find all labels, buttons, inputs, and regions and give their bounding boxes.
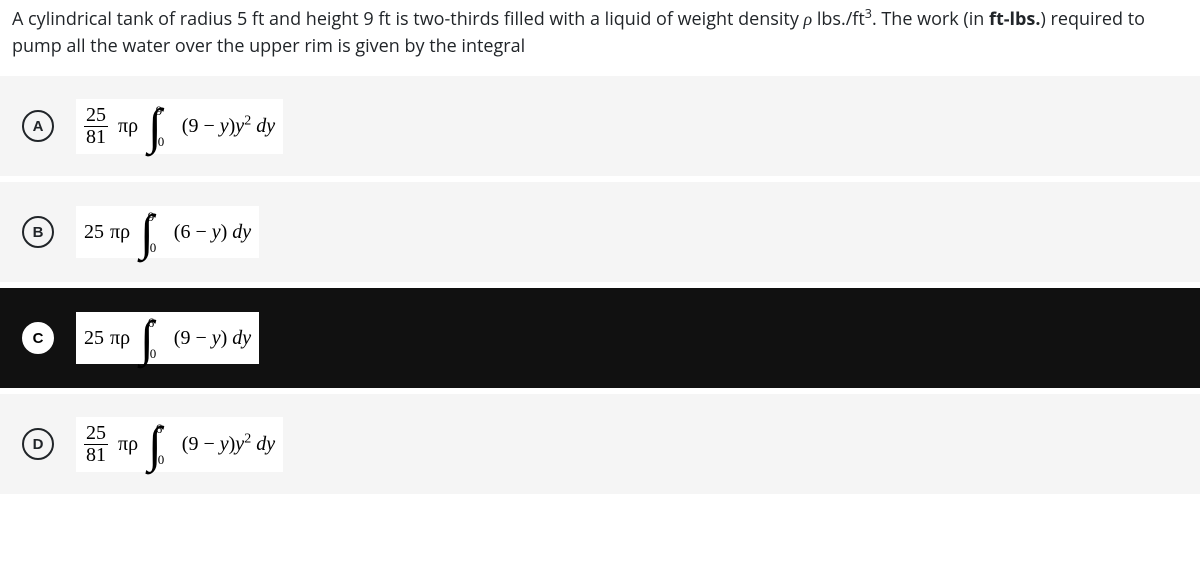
option-a-badge: A (22, 110, 54, 142)
lower-bound: 0 (158, 135, 165, 148)
option-a-formula: 25 81 πρ ∫ 9 0 (9 − y)y2 dy (76, 99, 283, 154)
upper-bound: 6 (148, 316, 155, 329)
option-c-badge: C (22, 322, 54, 354)
rho-symbol: ρ (804, 9, 813, 29)
coef: 25 (84, 222, 104, 242)
lower-bound: 0 (150, 347, 157, 360)
frac-num: 25 (84, 423, 108, 445)
cube-exp: 3 (865, 5, 872, 22)
upper-bound: 9 (148, 210, 155, 223)
option-c-formula: 25πρ ∫ 6 0 (9 − y) dy (76, 312, 259, 364)
options-list: A 25 81 πρ ∫ 9 0 (9 − y)y2 dy B 25πρ ∫ 9 (0, 76, 1200, 494)
pi-rho: πρ (110, 222, 130, 242)
upper-bound: 6 (156, 422, 163, 435)
frac-den: 81 (84, 445, 108, 466)
prompt-text-2: lbs./ft (812, 7, 865, 31)
option-d[interactable]: D 25 81 πρ ∫ 6 0 (9 − y)y2 dy (0, 394, 1200, 494)
option-b[interactable]: B 25πρ ∫ 9 0 (6 − y) dy (0, 182, 1200, 282)
option-c[interactable]: C 25πρ ∫ 6 0 (9 − y) dy (0, 288, 1200, 388)
prompt-text-1: A cylindrical tank of radius 5 ft and he… (12, 7, 804, 31)
pi-rho: πρ (110, 328, 130, 348)
upper-bound: 9 (156, 104, 163, 117)
option-b-badge: B (22, 216, 54, 248)
frac-den: 81 (84, 127, 108, 148)
coef: 25 (84, 328, 104, 348)
option-d-badge: D (22, 428, 54, 460)
pi-rho: πρ (118, 116, 138, 136)
option-a[interactable]: A 25 81 πρ ∫ 9 0 (9 − y)y2 dy (0, 76, 1200, 176)
frac-num: 25 (84, 105, 108, 127)
prompt-text-3: . The work (in (872, 7, 989, 31)
pi-rho: πρ (118, 434, 138, 454)
lower-bound: 0 (150, 241, 157, 254)
unit-bold: ft-lbs. (989, 7, 1041, 31)
lower-bound: 0 (158, 453, 165, 466)
option-d-formula: 25 81 πρ ∫ 6 0 (9 − y)y2 dy (76, 417, 283, 472)
option-b-formula: 25πρ ∫ 9 0 (6 − y) dy (76, 206, 259, 258)
question-prompt: A cylindrical tank of radius 5 ft and he… (0, 0, 1200, 76)
